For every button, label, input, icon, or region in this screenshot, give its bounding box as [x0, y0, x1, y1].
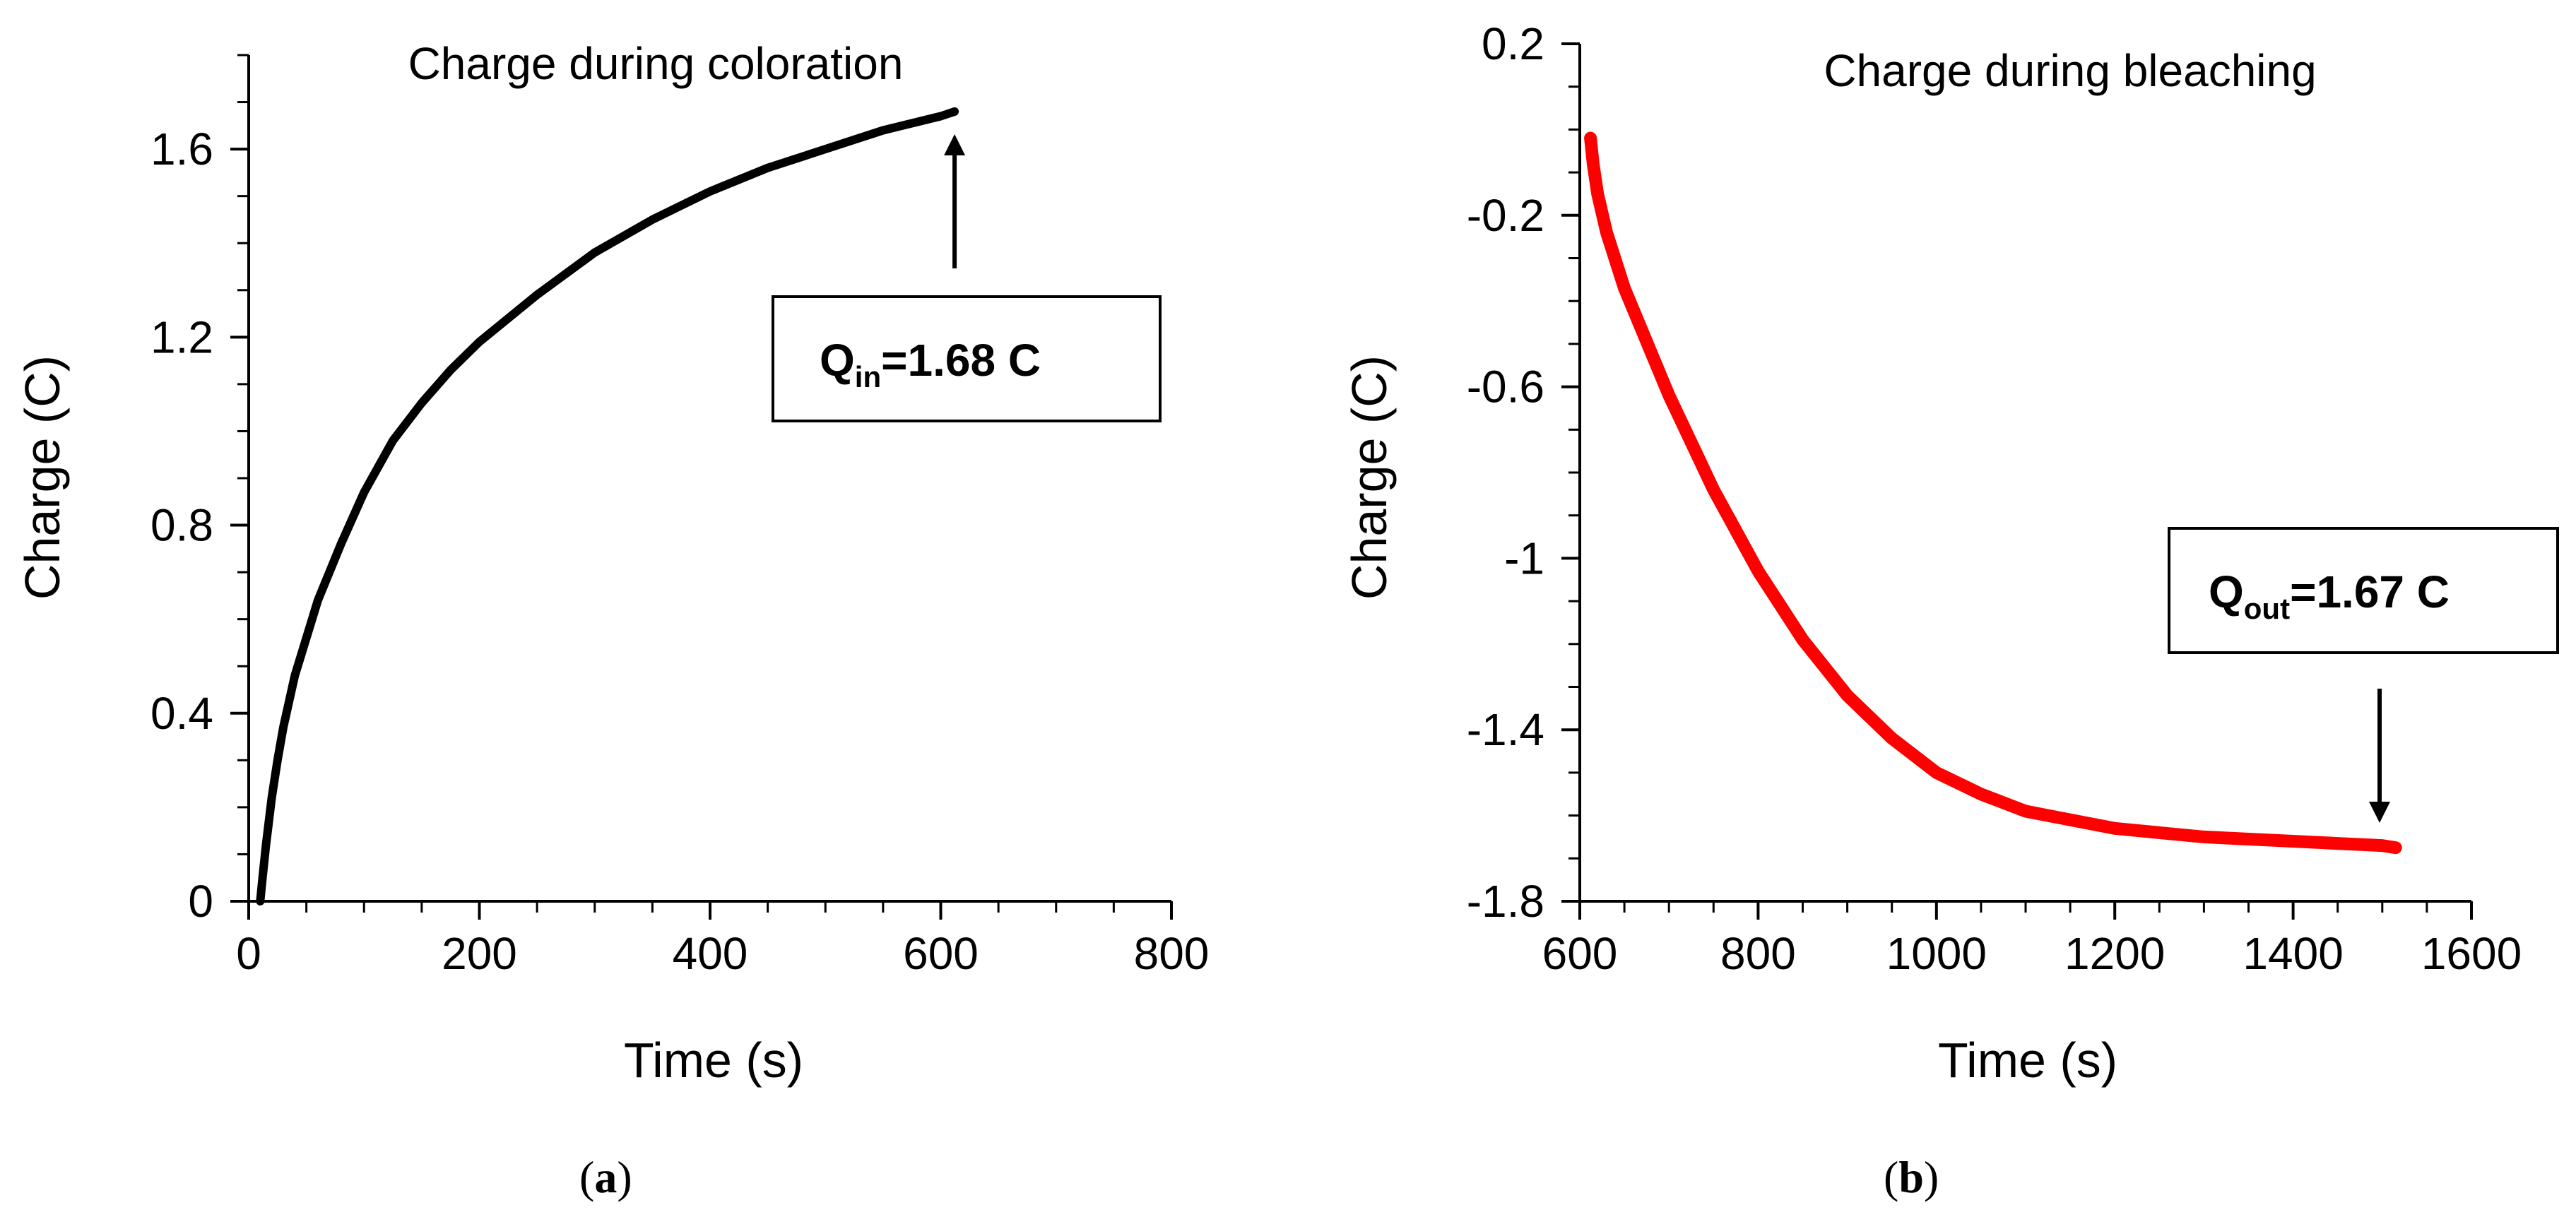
x-tick-label: 1400 — [2243, 928, 2343, 979]
x-tick-label: 1200 — [2064, 928, 2165, 979]
y-tick-label: 0 — [188, 876, 213, 927]
panel-label-a: (a) — [579, 1152, 632, 1202]
series-line-coloration — [256, 107, 959, 906]
x-tick-label: 600 — [903, 928, 979, 979]
x-tick-label: 600 — [1542, 928, 1618, 979]
x-tick-label: 0 — [236, 928, 261, 979]
annotation-box: Qin=1.68 C — [772, 295, 1162, 422]
x-tick-label: 1600 — [2421, 928, 2522, 979]
y-axis-label: Charge (C) — [1342, 355, 1397, 600]
chart-title: Charge during coloration — [408, 38, 904, 89]
y-tick-label: 0.2 — [1482, 18, 1544, 69]
svg-text:Qin=1.68 C: Qin=1.68 C — [820, 335, 1041, 393]
tick-labels: 0 200 400 600 800 0 0.4 0.8 1.2 1.6 — [150, 124, 1209, 979]
series-line-bleaching — [1584, 131, 2402, 855]
x-tick-label: 800 — [1134, 928, 1210, 979]
y-tick-label: -0.2 — [1467, 190, 1544, 241]
x-tick-label: 1000 — [1886, 928, 1987, 979]
y-tick-label: 1.6 — [150, 124, 213, 174]
x-tick-label: 800 — [1720, 928, 1796, 979]
y-tick-label: -0.6 — [1467, 362, 1544, 412]
y-tick-label: 1.2 — [150, 311, 213, 362]
y-tick-label: 0.4 — [150, 688, 213, 739]
y-tick-label: -1.4 — [1467, 704, 1544, 755]
x-tick-label: 400 — [673, 928, 748, 979]
annotation-box: Qout=1.67 C — [2168, 527, 2559, 654]
y-tick-label: -1.8 — [1467, 876, 1544, 927]
svg-text:Qout=1.67 C: Qout=1.67 C — [2209, 566, 2450, 625]
x-tick-label: 200 — [442, 928, 517, 979]
minor-ticks — [237, 54, 1173, 913]
chart-title: Charge during bleaching — [1824, 45, 2316, 96]
chart-bleaching: Charge during bleaching 600 800 1000 1200 14… — [1342, 18, 2559, 1088]
y-tick-label: -1 — [1504, 533, 1544, 583]
tick-labels: 600 800 1000 1200 1400 1600 0.2 -0.2 -0.6 -1 -1.4 -… — [1467, 18, 2522, 979]
panel-label-b: (b) — [1884, 1152, 1939, 1202]
chart-coloration: Charge during coloration 0 200 400 600 80000… — [15, 38, 1209, 1088]
y-tick-label: 0.8 — [150, 500, 213, 551]
x-axis-label: Time (s) — [624, 1033, 803, 1088]
x-axis-label: Time (s) — [1938, 1033, 2117, 1088]
y-axis-label: Charge (C) — [15, 355, 70, 600]
